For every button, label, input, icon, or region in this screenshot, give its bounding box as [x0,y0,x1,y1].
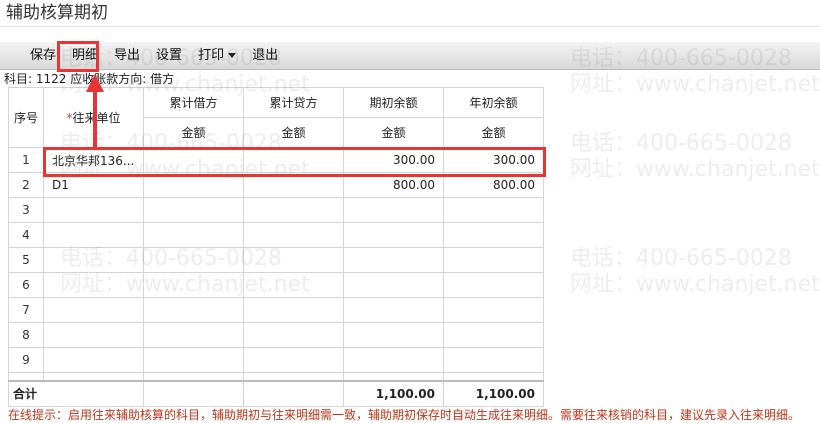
detail-button[interactable]: 明细 [72,47,99,63]
partner-cell[interactable] [43,247,144,273]
page-title: 辅助核算期初 [6,3,108,23]
debit-cell[interactable] [143,222,244,248]
debit-cell[interactable] [143,347,244,373]
row-index: 4 [8,222,44,248]
export-button[interactable]: 导出 [114,47,141,63]
divider [0,26,820,27]
opening-cell[interactable] [343,247,444,273]
row-index: 9 [8,347,44,373]
debit-cell[interactable] [143,247,244,273]
credit-cell[interactable] [243,297,344,323]
partner-cell[interactable] [43,297,144,323]
total-debit [143,380,244,407]
row-index: 7 [8,297,44,323]
caret-down-icon [228,52,237,58]
print-label: 打印 [198,47,225,63]
print-button[interactable]: 打印 [190,42,244,70]
debit-cell[interactable] [143,322,244,348]
header-year-opening: 年初余额 [443,87,544,118]
opening-cell[interactable] [343,347,444,373]
required-mark: * [66,111,73,125]
watermark-text: 电话：400-665-0028 [570,246,792,271]
year-opening-cell[interactable] [443,322,544,348]
year-opening-cell[interactable] [443,372,544,380]
header-credit: 累计贷方 [243,87,344,118]
debit-cell[interactable] [143,372,244,380]
watermark-text: 网址：www.chanjet.net [570,157,820,182]
row-index: 2 [8,172,44,198]
total-label: 合计 [8,380,144,407]
annotation-arrow-icon [86,74,104,150]
year-opening-cell[interactable] [443,347,544,373]
watermark-text: 电话：400-665-0028 [570,131,792,156]
credit-cell[interactable] [243,322,344,348]
toolbar: 保存 明细 导出 设置 打印 退出 [0,42,820,70]
opening-cell[interactable] [343,322,444,348]
row-index: 10 [8,372,44,380]
partner-cell[interactable] [43,222,144,248]
header-index: 序号 [8,87,44,148]
debit-cell[interactable] [143,272,244,298]
partner-cell[interactable] [43,372,144,380]
credit-cell[interactable] [243,347,344,373]
opening-cell[interactable] [343,197,444,223]
opening-cell[interactable]: 300.00 [343,147,444,173]
table-row[interactable]: 4 [8,222,544,248]
row-index: 1 [8,147,44,173]
partner-cell[interactable] [43,197,144,223]
total-year-opening: 1,100.00 [443,380,544,407]
partner-cell[interactable] [43,272,144,298]
credit-cell[interactable] [243,197,344,223]
credit-cell[interactable] [243,147,344,173]
opening-cell[interactable] [343,297,444,323]
year-opening-cell[interactable] [443,222,544,248]
table-row[interactable]: 9 [8,347,544,373]
table-row[interactable]: 6 [8,272,544,298]
partner-cell[interactable] [43,347,144,373]
year-opening-cell[interactable] [443,297,544,323]
year-opening-cell[interactable] [443,247,544,273]
opening-cell[interactable] [343,272,444,298]
row-index: 3 [8,197,44,223]
opening-cell[interactable] [343,222,444,248]
partner-cell[interactable] [43,322,144,348]
watermark-text: 网址：www.chanjet.net [570,72,820,97]
opening-cell[interactable] [343,372,444,380]
exit-button[interactable]: 退出 [252,47,279,63]
save-button[interactable]: 保存 [30,47,57,63]
table-row[interactable]: 10 [8,372,544,380]
online-tip: 在线提示：启用往来辅助核算的科目，辅助期初与往来明细需一致，辅助期初保存时自动生… [8,408,801,422]
credit-cell[interactable] [243,222,344,248]
annotation-box-row [43,147,546,177]
row-index: 8 [8,322,44,348]
header-opening: 期初余额 [343,87,444,118]
table-row[interactable]: 3 [8,197,544,223]
settings-button[interactable]: 设置 [156,47,183,63]
total-opening: 1,100.00 [343,380,444,407]
subject-info: 科目: 1122 应收账款方向: 借方 [4,72,175,86]
watermark-text: 网址：www.chanjet.net [570,272,820,297]
table-body[interactable]: 1 北京华邦136... 300.00 300.00 2 D1 800.00 800.00 3 4… [8,147,544,380]
credit-cell[interactable] [243,247,344,273]
debit-cell[interactable] [143,197,244,223]
total-credit [243,380,344,407]
year-opening-cell[interactable] [443,272,544,298]
table-row[interactable]: 8 [8,322,544,348]
credit-cell[interactable] [243,372,344,380]
header-debit: 累计借方 [143,87,244,118]
row-index: 5 [8,247,44,273]
year-opening-cell[interactable]: 300.00 [443,147,544,173]
row-index: 6 [8,272,44,298]
header-amount: 金额 [143,117,244,148]
annotation-box-detail [57,41,99,72]
credit-cell[interactable] [243,272,344,298]
header-amount: 金额 [243,117,344,148]
year-opening-cell[interactable] [443,197,544,223]
header-amount: 金额 [343,117,444,148]
debit-cell[interactable] [143,297,244,323]
table-row[interactable]: 5 [8,247,544,273]
header-amount: 金额 [443,117,544,148]
table-row[interactable]: 7 [8,297,544,323]
total-row: 合计 1,100.00 1,100.00 [8,380,544,407]
